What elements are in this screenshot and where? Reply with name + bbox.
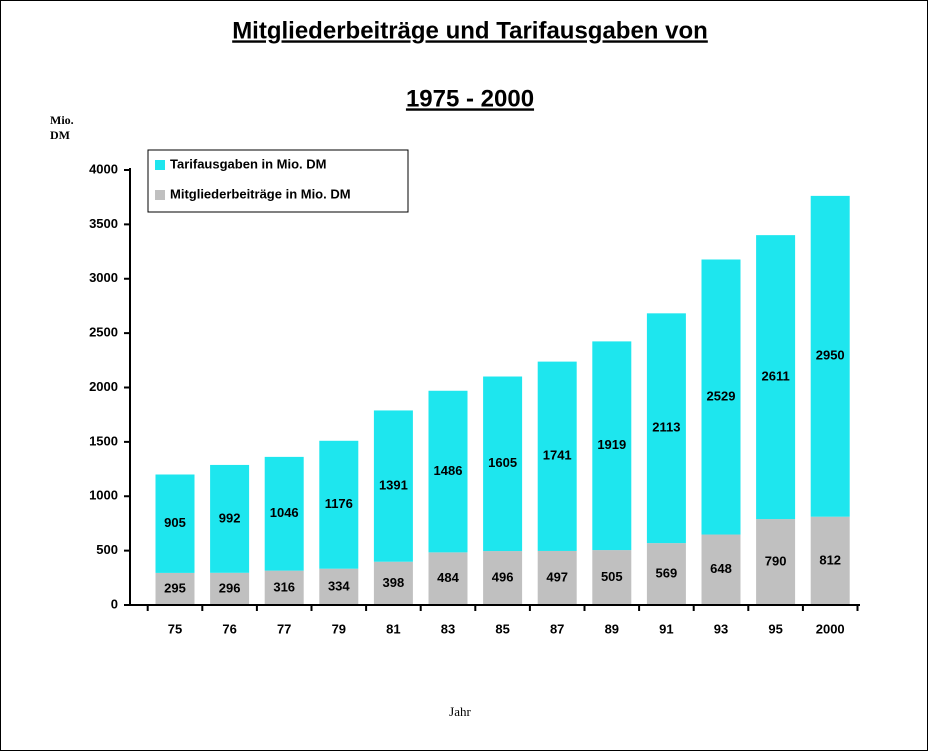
legend-swatch [155, 190, 165, 200]
bar-segment [701, 259, 741, 535]
bar-segment [428, 552, 468, 605]
x-tick-label: 87 [550, 621, 564, 636]
y-tick-label: 500 [96, 542, 118, 557]
data-label: 648 [710, 561, 732, 576]
legend-label: Tarifausgaben in Mio. DM [170, 156, 327, 171]
data-label: 1391 [379, 478, 408, 493]
y-tick-label: 1500 [89, 433, 118, 448]
x-tick-label: 81 [386, 621, 400, 636]
bar-segment [592, 341, 632, 551]
y-tick-label: 2500 [89, 325, 118, 340]
bar-segment [264, 570, 304, 605]
bar-segment [810, 195, 850, 517]
x-tick-label: 89 [605, 621, 619, 636]
bar-segment [210, 464, 250, 573]
data-label: 1046 [270, 505, 299, 520]
data-label: 2529 [707, 388, 736, 403]
data-label: 1919 [597, 437, 626, 452]
bar-segment [264, 456, 304, 571]
bar-segment [373, 561, 413, 605]
y-tick-label: 3500 [89, 216, 118, 231]
x-tick-label: 79 [332, 621, 346, 636]
data-label: 812 [819, 552, 841, 567]
data-label: 1176 [325, 496, 353, 511]
bar-segment [155, 474, 195, 573]
x-tick-label: 95 [768, 621, 782, 636]
data-label: 2611 [761, 369, 789, 384]
y-tick-label: 1000 [89, 488, 118, 503]
x-tick-label: 76 [222, 621, 236, 636]
bar-segment [810, 516, 850, 605]
bar-segment [646, 313, 686, 544]
bar-segment [210, 572, 250, 605]
data-label: 2950 [816, 348, 845, 363]
x-tick-label: 93 [714, 621, 728, 636]
bar-segment [756, 235, 796, 520]
chart-title: Mitgliederbeiträge und Tarifausgaben von [232, 17, 708, 44]
data-label: 905 [164, 515, 186, 530]
data-label: 484 [437, 570, 459, 585]
data-label: 334 [328, 578, 350, 593]
data-label: 1486 [434, 463, 463, 478]
y-axis-label: Mio. DM [50, 113, 74, 142]
x-tick-label: 85 [495, 621, 509, 636]
y-tick-label: 0 [111, 596, 118, 611]
data-label: 295 [164, 580, 186, 595]
bar-segment [319, 440, 359, 569]
bar-segment [483, 376, 523, 552]
x-axis-label: Jahr [449, 704, 471, 719]
data-label: 1741 [543, 448, 572, 463]
legend-swatch [155, 160, 165, 170]
data-label: 992 [219, 510, 241, 525]
x-tick-label: 91 [659, 621, 673, 636]
x-tick-label: 83 [441, 621, 455, 636]
data-label: 316 [273, 579, 295, 594]
data-label: 398 [383, 575, 405, 590]
data-label: 505 [601, 569, 623, 584]
data-label: 296 [219, 580, 241, 595]
bar-segment [646, 543, 686, 605]
data-label: 2113 [652, 420, 680, 435]
bar-segment [701, 534, 741, 605]
data-label: 790 [765, 553, 787, 568]
x-tick-label: 77 [277, 621, 291, 636]
bar-segment [756, 519, 796, 605]
y-tick-label: 3000 [89, 270, 118, 285]
data-label: 569 [656, 565, 678, 580]
y-tick-label: 4000 [89, 161, 118, 176]
bar-segment [155, 572, 195, 605]
chart-subtitle: 1975 - 2000 [406, 85, 534, 112]
bar-segment [319, 568, 359, 605]
x-tick-label: 2000 [816, 621, 845, 636]
y-tick-label: 2000 [89, 379, 118, 394]
data-label: 496 [492, 569, 514, 584]
bar-segment [483, 551, 523, 605]
data-label: 1605 [488, 455, 517, 470]
legend-box [147, 149, 409, 213]
x-tick-label: 75 [168, 621, 182, 636]
legend-label: Mitgliederbeiträge in Mio. DM [170, 186, 351, 201]
bar-segment [592, 550, 632, 605]
bar-segment [428, 390, 468, 553]
bar-segment [373, 410, 413, 562]
data-label: 497 [546, 569, 568, 584]
bar-segment [537, 361, 577, 551]
bar-segment [537, 550, 577, 605]
